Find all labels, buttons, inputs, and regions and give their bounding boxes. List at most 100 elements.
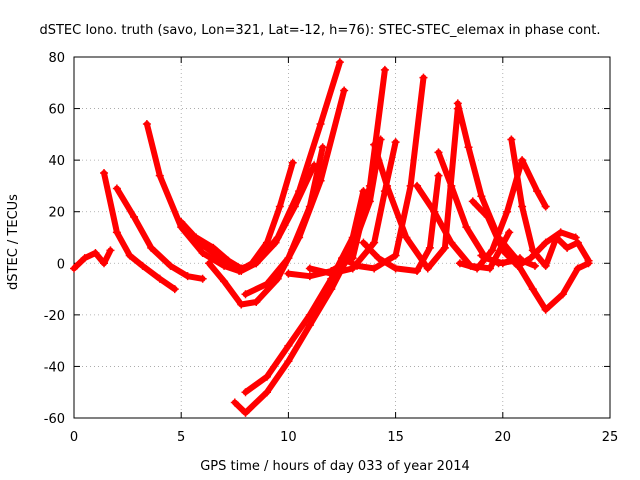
data-point-marker	[183, 272, 192, 281]
series-arc-f	[192, 58, 344, 273]
data-point-marker	[530, 261, 539, 270]
data-point-marker	[335, 58, 344, 67]
data-point-marker	[505, 228, 514, 237]
data-point-marker	[359, 238, 368, 247]
y-tick-label: 40	[48, 154, 65, 169]
data-point-marker	[541, 261, 550, 270]
data-point-marker	[230, 398, 239, 407]
axis-ticks: 0 5 10 15 20 25 -60 -40 -20 0 20 40 60 80	[44, 51, 619, 445]
y-tick-label: -20	[44, 309, 65, 324]
data-point-marker	[353, 261, 362, 270]
series-trace	[508, 136, 592, 269]
x-tick-label: 10	[280, 430, 297, 445]
x-tick-label: 5	[177, 430, 185, 445]
data-point-marker	[166, 261, 175, 270]
data-point-marker	[391, 251, 400, 260]
data-point-marker	[541, 305, 550, 314]
data-point-marker	[220, 277, 229, 286]
data-point-marker	[205, 259, 214, 268]
data-point-marker	[91, 248, 100, 257]
data-point-marker	[528, 246, 537, 255]
data-point-marker	[305, 321, 314, 330]
series-arc-k	[284, 65, 389, 281]
data-point-marker	[305, 202, 314, 211]
data-point-marker	[507, 135, 516, 144]
data-series-group	[70, 58, 593, 417]
data-point-marker	[177, 218, 186, 227]
data-point-marker	[518, 156, 527, 165]
data-point-marker	[552, 233, 561, 242]
series-trace	[206, 87, 348, 308]
data-point-marker	[262, 372, 271, 381]
data-point-marker	[419, 73, 428, 82]
data-point-marker	[383, 181, 392, 190]
data-point-marker	[284, 357, 293, 366]
data-point-marker	[477, 251, 486, 260]
x-tick-label: 25	[602, 430, 619, 445]
y-axis-label: dSTEC / TECUs	[6, 194, 21, 290]
data-point-marker	[275, 202, 284, 211]
data-point-marker	[112, 228, 121, 237]
y-tick-label: 60	[48, 103, 65, 118]
data-point-marker	[423, 264, 432, 273]
data-point-marker	[430, 207, 439, 216]
data-point-marker	[284, 254, 293, 263]
data-point-marker	[370, 264, 379, 273]
y-tick-label: -60	[44, 412, 65, 427]
data-point-marker	[402, 233, 411, 242]
data-point-marker	[198, 274, 207, 283]
data-point-marker	[365, 181, 374, 190]
data-point-marker	[198, 248, 207, 257]
data-point-marker	[262, 279, 271, 288]
data-point-marker	[130, 212, 139, 221]
data-point-marker	[252, 297, 261, 306]
chart-title: dSTEC Iono. truth (savo, Lon=321, Lat=-1…	[39, 23, 600, 38]
data-point-marker	[338, 254, 346, 263]
data-point-marker	[541, 238, 550, 247]
series-arc-e	[177, 161, 319, 276]
series-arc-h	[241, 143, 327, 299]
data-point-marker	[112, 184, 121, 193]
data-point-marker	[498, 246, 507, 255]
data-point-marker	[305, 272, 314, 281]
x-tick-label: 20	[495, 430, 512, 445]
data-point-marker	[413, 181, 422, 190]
data-point-marker	[155, 171, 164, 180]
series-arc-n	[359, 171, 443, 276]
data-point-marker	[511, 256, 520, 265]
series-trace	[101, 170, 178, 293]
data-point-marker	[380, 65, 389, 74]
data-point-marker	[370, 140, 379, 149]
data-point-marker	[455, 259, 464, 268]
series-arc-a	[70, 246, 115, 273]
data-point-marker	[209, 243, 218, 252]
series-trace	[371, 105, 461, 272]
data-point-marker	[316, 120, 325, 129]
data-point-marker	[518, 202, 527, 211]
data-point-marker	[241, 388, 250, 397]
data-point-marker	[528, 285, 537, 294]
data-point-marker	[241, 408, 250, 417]
x-axis-label: GPS time / hours of day 033 of year 2014	[200, 459, 470, 474]
data-point-marker	[434, 171, 443, 180]
data-point-marker	[370, 238, 379, 247]
data-point-marker	[125, 251, 134, 260]
y-tick-label: 0	[57, 257, 65, 272]
series-arc-c	[112, 184, 207, 283]
series-arc-u	[477, 251, 593, 314]
data-point-marker	[374, 254, 383, 263]
data-point-marker	[80, 254, 89, 263]
data-point-marker	[147, 243, 156, 252]
data-point-marker	[391, 138, 400, 147]
data-point-marker	[563, 243, 572, 252]
data-point-marker	[425, 243, 434, 252]
data-point-marker	[138, 261, 147, 270]
y-tick-label: -40	[44, 360, 65, 375]
data-point-marker	[573, 264, 582, 273]
data-point-marker	[503, 207, 512, 216]
data-point-marker	[494, 259, 503, 268]
data-point-marker	[237, 264, 246, 273]
data-point-marker	[305, 264, 314, 273]
data-point-marker	[284, 341, 293, 350]
series-arc-s	[455, 156, 550, 273]
